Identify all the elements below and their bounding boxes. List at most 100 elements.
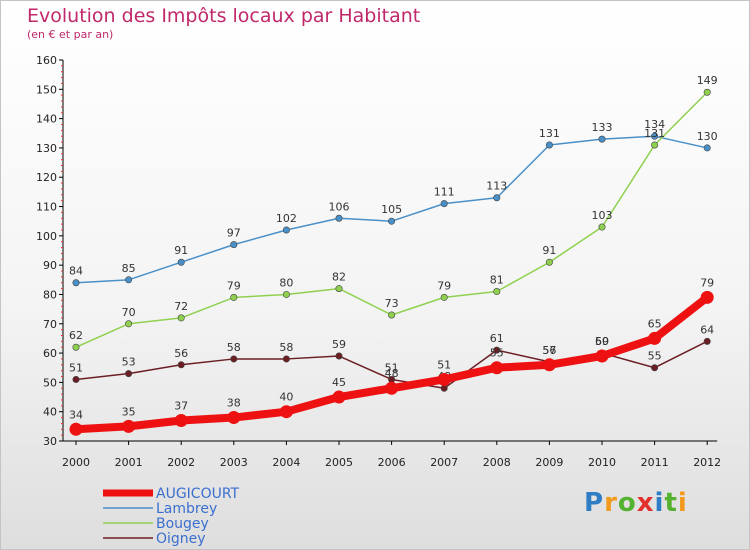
data-label-bougey: 79 [437, 279, 451, 292]
data-label-lambrey: 133 [592, 121, 613, 134]
y-tick-label: 160 [36, 54, 57, 67]
data-point-oigney [440, 384, 448, 392]
data-label-oigney: 61 [490, 332, 504, 345]
data-label-augicourt: 37 [174, 399, 188, 412]
data-point-lambrey [177, 258, 185, 266]
data-label-bougey: 70 [122, 306, 136, 319]
y-tick-label: 80 [43, 288, 57, 301]
data-point-lambrey [230, 241, 238, 249]
data-point-bougey [545, 258, 553, 266]
data-label-lambrey: 97 [227, 227, 241, 240]
data-point-lambrey [651, 132, 659, 140]
x-tick-label: 2011 [641, 456, 669, 469]
data-point-lambrey [598, 135, 606, 143]
x-tick-label: 2006 [378, 456, 406, 469]
legend-label-lambrey: Lambrey [156, 501, 217, 517]
y-tick-label: 150 [36, 83, 57, 96]
data-point-lambrey [545, 141, 553, 149]
data-label-lambrey: 113 [486, 180, 507, 193]
y-tick-label: 140 [36, 113, 57, 126]
x-tick-label: 2003 [220, 456, 248, 469]
data-label-bougey: 82 [332, 271, 346, 284]
data-point-bougey [335, 285, 343, 293]
data-point-oigney [282, 355, 290, 363]
data-point-bougey [598, 223, 606, 231]
data-label-augicourt: 48 [385, 367, 399, 380]
legend-label-augicourt: AUGICOURT [156, 486, 240, 502]
data-point-lambrey [703, 144, 711, 152]
data-label-augicourt: 59 [595, 335, 609, 348]
data-label-lambrey: 130 [697, 130, 718, 143]
data-point-augicourt [700, 290, 714, 304]
data-label-lambrey: 134 [644, 118, 665, 131]
data-point-oigney [177, 361, 185, 369]
x-tick-label: 2005 [325, 456, 353, 469]
data-point-augicourt [332, 390, 346, 404]
legend-label-bougey: Bougey [156, 516, 209, 532]
data-label-augicourt: 51 [437, 358, 451, 371]
data-label-augicourt: 35 [122, 405, 136, 418]
x-tick-label: 2009 [535, 456, 563, 469]
data-point-augicourt [122, 419, 136, 433]
data-point-bougey [282, 290, 290, 298]
data-point-bougey [177, 314, 185, 322]
data-point-lambrey [440, 200, 448, 208]
data-label-bougey: 91 [542, 244, 556, 257]
data-point-bougey [72, 343, 80, 351]
data-point-lambrey [493, 194, 501, 202]
x-tick-label: 2000 [62, 456, 90, 469]
data-point-augicourt [174, 413, 188, 427]
data-label-oigney: 59 [332, 338, 346, 351]
data-label-lambrey: 91 [174, 244, 188, 257]
data-label-lambrey: 111 [434, 186, 455, 199]
data-point-bougey [125, 320, 133, 328]
data-label-bougey: 80 [279, 276, 293, 289]
data-label-bougey: 73 [385, 297, 399, 310]
data-label-lambrey: 85 [122, 262, 136, 275]
data-point-lambrey [125, 276, 133, 284]
data-point-oigney [651, 364, 659, 372]
data-point-augicourt [69, 422, 83, 436]
data-point-oigney [125, 370, 133, 378]
data-label-bougey: 149 [697, 74, 718, 87]
data-point-lambrey [388, 217, 396, 225]
y-tick-label: 40 [43, 406, 57, 419]
data-point-bougey [230, 293, 238, 301]
y-tick-label: 70 [43, 318, 57, 331]
y-tick-label: 100 [36, 230, 57, 243]
data-label-bougey: 79 [227, 279, 241, 292]
data-label-augicourt: 56 [542, 344, 556, 357]
data-label-oigney: 64 [700, 323, 714, 336]
data-point-oigney [493, 346, 501, 354]
data-label-oigney: 56 [174, 347, 188, 360]
y-tick-label: 50 [43, 376, 57, 389]
data-point-oigney [703, 337, 711, 345]
data-label-oigney: 51 [69, 361, 83, 374]
data-label-oigney: 58 [227, 341, 241, 354]
data-point-augicourt [648, 331, 662, 345]
y-tick-label: 130 [36, 142, 57, 155]
x-tick-label: 2004 [272, 456, 300, 469]
data-label-lambrey: 105 [381, 203, 402, 216]
data-label-bougey: 131 [644, 127, 665, 140]
data-label-augicourt: 40 [279, 391, 293, 404]
data-point-lambrey [72, 279, 80, 287]
data-label-augicourt: 45 [332, 376, 346, 389]
data-label-oigney: 55 [648, 350, 662, 363]
data-label-augicourt: 55 [490, 347, 504, 360]
data-point-oigney [72, 375, 80, 383]
data-label-oigney: 58 [279, 341, 293, 354]
data-label-oigney: 51 [385, 361, 399, 374]
data-label-augicourt: 34 [69, 408, 83, 421]
y-tick-label: 30 [43, 435, 57, 448]
data-label-bougey: 103 [592, 209, 613, 222]
chart-subtitle: (en € et par an) [27, 28, 114, 41]
data-label-oigney: 53 [122, 356, 136, 369]
x-tick-label: 2008 [483, 456, 511, 469]
data-label-oigney: 60 [595, 335, 609, 348]
data-label-lambrey: 131 [539, 127, 560, 140]
data-point-augicourt [385, 381, 399, 395]
y-tick-label: 110 [36, 201, 57, 214]
data-point-augicourt [437, 372, 451, 386]
